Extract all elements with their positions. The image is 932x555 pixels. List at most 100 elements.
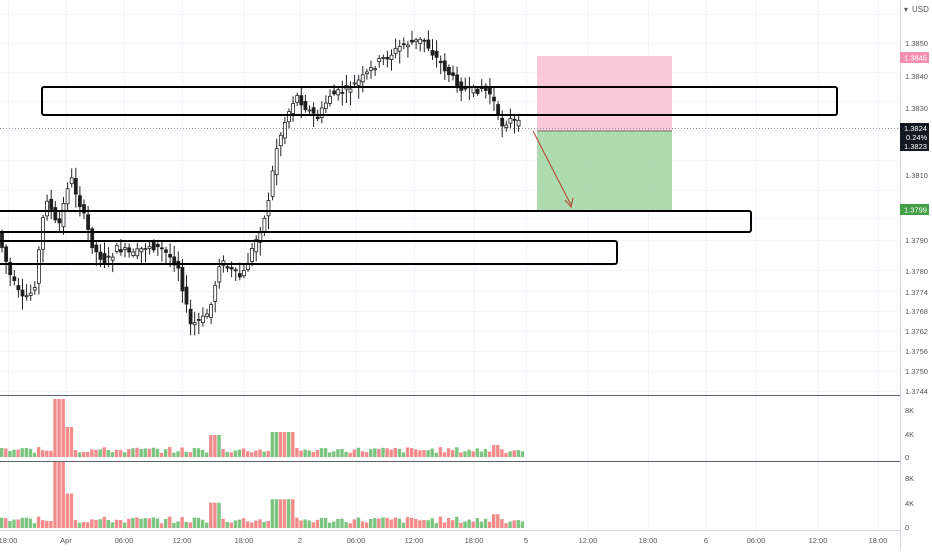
volume-bar <box>467 449 471 457</box>
candle-body <box>250 248 255 262</box>
volume-bar <box>114 449 119 457</box>
support-box[interactable] <box>0 240 618 265</box>
candle-body <box>155 244 160 248</box>
candle-body <box>213 284 218 302</box>
time-tick-label: 12:00 <box>405 536 424 545</box>
volume-bar <box>65 427 69 457</box>
volume-bar <box>364 522 369 528</box>
volume-bar <box>520 451 525 457</box>
take-profit-zone[interactable] <box>537 131 672 210</box>
volume-bar <box>90 519 94 528</box>
candle <box>192 311 197 336</box>
candle-body <box>233 269 238 272</box>
projection-arrow[interactable] <box>532 130 574 209</box>
candle-body <box>332 90 337 95</box>
stop-loss-zone[interactable] <box>537 56 672 131</box>
volume-bar <box>102 516 106 528</box>
volume-bar <box>360 521 365 528</box>
svg-text:0.24%: 0.24% <box>906 133 928 142</box>
candle-body <box>360 74 365 83</box>
volume-bar <box>303 449 307 457</box>
volume-bar <box>410 517 414 528</box>
candle <box>57 209 62 233</box>
volume-bar <box>332 451 336 457</box>
volume-bar <box>381 447 385 457</box>
volume-bar <box>389 449 393 457</box>
candle-body <box>356 79 361 86</box>
candle-body <box>401 43 406 46</box>
volume-bar <box>434 452 438 457</box>
resistance-box[interactable] <box>41 86 838 116</box>
candle <box>401 37 406 50</box>
candle <box>303 94 308 113</box>
chevron-down-icon[interactable]: ▾ <box>904 5 908 14</box>
candle-body <box>307 109 312 112</box>
volume-bar <box>221 518 225 528</box>
candle <box>319 101 324 124</box>
candle-body <box>106 255 111 258</box>
price-tick-label: 1.3810 <box>905 171 928 180</box>
volume-bar <box>24 447 28 457</box>
stop-price-tag: 1.3846 <box>900 52 929 63</box>
price-tick-label: 1.3830 <box>905 104 928 113</box>
volume-bar <box>82 451 86 457</box>
candle <box>405 41 410 58</box>
volume-bar <box>397 448 402 457</box>
volume-bar <box>344 522 348 528</box>
volume-bar <box>266 450 270 457</box>
candle <box>291 96 296 122</box>
candle <box>241 264 246 279</box>
volume-bar <box>69 493 74 528</box>
candle <box>196 312 201 335</box>
candle <box>159 240 164 262</box>
volume-bar <box>496 445 500 457</box>
price-axis[interactable]: 1.3850 1.3840 1.3830 1.3810 1.3790 1.3780 1.37… <box>905 39 928 396</box>
candle <box>410 30 414 45</box>
volume-bar <box>442 522 447 528</box>
candle-body <box>512 118 517 121</box>
candle-body <box>405 44 410 48</box>
volume-bar <box>36 516 41 528</box>
candle-body <box>94 244 99 253</box>
support-box[interactable] <box>0 210 752 233</box>
drawn-boxes[interactable] <box>0 86 838 265</box>
price-tick-label: 1.3768 <box>905 307 928 316</box>
candle-body <box>438 60 443 64</box>
volume-bar <box>352 449 356 457</box>
candle-body <box>422 39 427 42</box>
volume-bar <box>319 517 324 528</box>
candle-body <box>442 60 447 72</box>
volume-bars <box>0 399 525 528</box>
candle-body <box>340 91 345 94</box>
volume-tick-label: 8K <box>905 406 914 415</box>
candle <box>213 280 218 313</box>
time-tick-label: 18:00 <box>235 536 254 545</box>
volume-bar <box>20 517 24 528</box>
time-tick-label: 5 <box>524 536 528 545</box>
time-axis[interactable]: 18:00 Apr 06:00 12:00 18:00 2 06:00 12:00 18:00 5… <box>0 536 887 545</box>
currency-label[interactable]: ▾ USD <box>904 5 929 14</box>
candle-body <box>430 50 435 56</box>
volume-tick-label: 4K <box>905 499 914 508</box>
time-tick-label: 06:00 <box>747 536 766 545</box>
volume-bar <box>196 448 201 457</box>
volume-bar <box>451 450 455 457</box>
volume-bar <box>106 449 110 457</box>
candle <box>233 267 238 281</box>
volume-bar <box>237 449 242 457</box>
volume-bar <box>102 447 106 457</box>
volume-bar <box>61 399 65 457</box>
candle-body <box>110 256 115 261</box>
candle-body <box>487 86 492 95</box>
candle <box>442 53 447 80</box>
candle-body <box>364 71 369 75</box>
volume-bar <box>16 449 20 457</box>
candle <box>508 108 513 130</box>
volume-bar <box>516 520 520 528</box>
candle-body <box>164 249 168 253</box>
candle-body <box>69 177 74 185</box>
candle-body <box>397 45 402 52</box>
volume-bar <box>139 449 143 457</box>
